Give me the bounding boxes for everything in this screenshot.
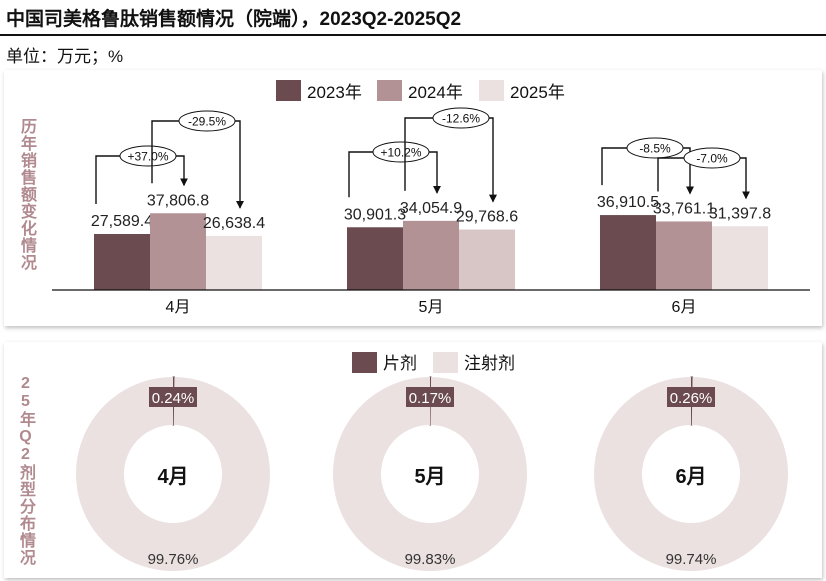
bar-panel-label: 历年销售额变化情况: [18, 118, 35, 271]
bar-5月-2024年: [403, 220, 459, 290]
change-label: +10.2%: [380, 146, 421, 160]
change-label: -29.5%: [188, 115, 226, 129]
donut-legend-label-2: 注射剂: [464, 354, 515, 373]
unit-label: 单位：万元；%: [6, 47, 124, 66]
legend-label-1: 2023年: [307, 83, 362, 102]
bar-value-label: 26,638.4: [203, 215, 265, 232]
title-divider: [0, 34, 826, 36]
legend-swatch-3: [479, 80, 504, 101]
donut-center-label: 6月: [675, 466, 706, 488]
donut-legend-swatch-1: [352, 352, 377, 373]
donut-charts: 片剂 注射剂 0.24% 4月 99.76% 0.17% 5月 99.83% 0.26% 6月 99…: [76, 352, 788, 571]
bar-value-label: 29,768.6: [456, 209, 518, 226]
tablet-share-label: 0.26%: [670, 390, 713, 407]
x-tick-label: 5月: [419, 299, 444, 316]
tablet-share-label: 0.24%: [152, 390, 195, 407]
legend-swatch-2: [377, 80, 402, 101]
injection-share-label: 99.74%: [666, 551, 717, 568]
donut-center-label: 4月: [157, 466, 188, 488]
tablet-label-bg: [667, 387, 715, 407]
donut-slice-6月-注射剂: [594, 377, 788, 571]
legend-label-3: 2025年: [510, 83, 565, 102]
bar-value-label: 27,589.4: [91, 213, 153, 230]
bar-value-label: 36,910.5: [597, 194, 659, 211]
donut-slice-5月-注射剂: [332, 377, 527, 571]
x-tick-label: 4月: [166, 299, 191, 316]
change-label: +37.0%: [127, 150, 168, 164]
tablet-label-bg: [406, 387, 454, 407]
legend-label-2: 2024年: [408, 83, 463, 102]
donut-slice-4月-注射剂: [76, 377, 271, 571]
bar-5月-2023年: [347, 227, 403, 290]
bar-chart: 2023年 2024年 2025年 27,589.4 37,806.8 26,638.4 4…: [52, 80, 810, 316]
bar-6月-2023年: [600, 215, 656, 290]
bar-5月-2025年: [459, 229, 515, 290]
x-tick-label: 6月: [672, 299, 697, 316]
bar-value-label: 33,761.1: [653, 200, 715, 217]
donut-panel-label: 25年Q2剂型分布情况: [17, 375, 34, 566]
tablet-label-bg: [149, 387, 197, 407]
donut-legend-label-1: 片剂: [383, 354, 417, 373]
change-badge: [626, 137, 684, 159]
bar-4月-2025年: [206, 235, 262, 290]
donut-center-label: 5月: [414, 466, 445, 488]
bar-value-label: 31,397.8: [709, 205, 771, 222]
injection-share-label: 99.76%: [148, 551, 199, 568]
bar-6月-2025年: [712, 226, 768, 290]
bar-6月-2024年: [656, 221, 712, 290]
change-label: -7.0%: [696, 152, 728, 166]
bar-4月-2023年: [94, 233, 150, 290]
change-label: -12.6%: [442, 112, 480, 126]
bar-value-label: 30,901.3: [344, 206, 406, 223]
bar-4月-2024年: [150, 213, 206, 290]
donut-legend-swatch-2: [433, 352, 458, 373]
page-title: 中国司美格鲁肽销售额情况（院端），2023Q2-2025Q2: [6, 9, 462, 30]
change-badge: [119, 145, 177, 167]
bar-value-label: 34,054.9: [400, 200, 462, 217]
legend-swatch-1: [276, 80, 301, 101]
change-badge: [372, 141, 430, 163]
change-badge: [683, 147, 741, 169]
change-badge: [432, 107, 490, 129]
change-label: -8.5%: [639, 142, 671, 156]
change-badge: [178, 110, 236, 132]
tablet-share-label: 0.17%: [409, 390, 452, 407]
bar-value-label: 37,806.8: [147, 192, 209, 209]
injection-share-label: 99.83%: [405, 551, 456, 568]
